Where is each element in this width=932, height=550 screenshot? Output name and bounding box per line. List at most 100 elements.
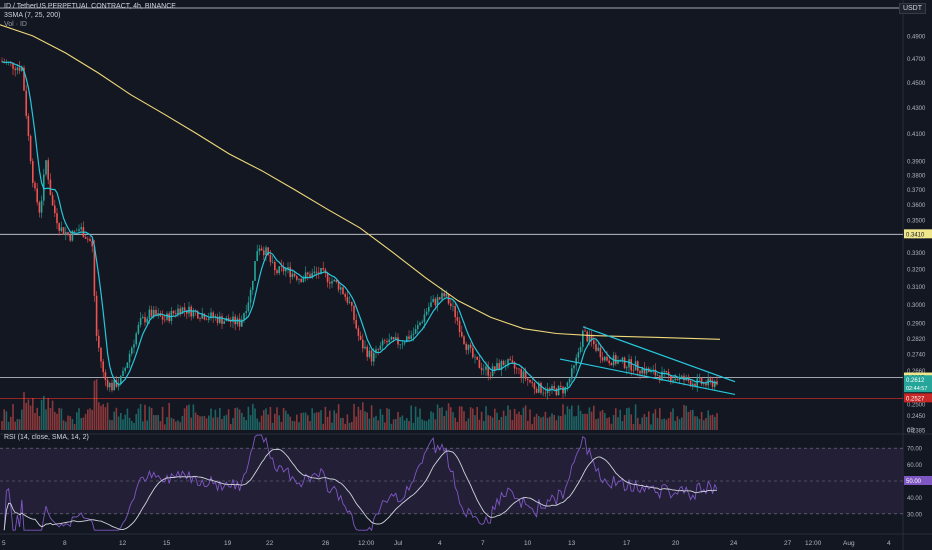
volume-bar [670,411,672,430]
volume-bar [694,416,696,430]
candle-body [529,379,531,383]
volume-bar [491,417,494,430]
candle-body [472,348,474,358]
volume-bar [212,417,214,430]
volume-bar [406,418,408,430]
volume-bar [527,420,529,430]
candle-body [58,223,60,231]
volume-bar [637,417,639,430]
volume-legend[interactable]: Vol · ID [4,21,27,28]
candle-body [593,340,595,345]
volume-bar [483,420,485,430]
candle-body [113,380,115,391]
volume-bar [199,416,201,430]
volume-bar [271,422,274,430]
volume-bar [626,408,628,430]
candle-body [344,294,346,297]
candle-body [177,308,179,315]
volume-bar [652,413,654,430]
rsi-tick-label: 70.00 [907,447,923,453]
candle-body [445,293,448,297]
price-tick-label: 0.2900 [907,321,926,327]
candle-body [560,385,562,387]
candle-body [375,349,377,353]
candle-body [621,357,624,360]
volume-bar [619,409,621,430]
volume-bar [47,398,49,430]
volume-bar [177,420,179,430]
volume-bar [133,422,135,430]
volume-bar [313,413,316,430]
candles-group [1,57,718,400]
volume-bar [342,417,344,430]
volume-bar [161,406,164,430]
volume-bar [513,408,516,430]
volume-bar [353,403,355,430]
volume-bar [333,410,335,430]
volume-bar [425,421,428,430]
candle-body [406,336,408,343]
candle-body [175,313,177,315]
volume-bar [599,411,602,430]
candle-body [150,309,153,317]
volume-bar [254,408,256,430]
candle-body [582,330,584,347]
volume-bar [480,411,483,430]
candle-body [421,321,423,323]
candle-body [412,333,415,336]
sma-legend[interactable]: 3SMA (7, 25, 200) [4,12,61,19]
volume-bar [461,406,463,430]
price-tick-label: 0.4100 [907,132,926,138]
volume-bar [69,416,71,430]
candle-body [390,337,393,340]
volume-bar [29,405,32,430]
volume-bar [689,410,692,430]
volume-bar [417,416,419,430]
rsi-value-tag-bg [904,476,932,485]
volume-bar [157,414,159,430]
volume-bar [238,409,241,430]
volume-bar [89,408,91,430]
candle-body [494,366,496,370]
candle-body [71,230,74,241]
volume-bar [267,414,269,430]
volume-bar [148,406,151,430]
candle-body [122,370,124,376]
volume-bar [408,421,410,430]
volume-bar [111,420,113,430]
candle-body [278,266,280,274]
volume-bar [434,419,437,430]
candle-body [320,268,322,274]
volume-bar [661,419,663,430]
candle-body [89,239,91,242]
volume-bar [274,413,276,430]
candle-body [705,382,707,386]
volume-bar [216,417,219,430]
candle-body [670,375,672,383]
volume-bar [76,412,78,430]
currency-label[interactable]: USDT [898,3,926,14]
candle-body [630,359,632,371]
volume-bar [186,405,188,430]
volume-bar [568,409,571,430]
volume-bar [307,415,309,430]
volume-bar [201,416,203,430]
volume-bar [265,408,267,430]
candle-body [56,213,58,224]
volume-bar [621,421,624,430]
volume-bar [478,419,481,430]
volume-bar [615,408,617,430]
candle-body [516,368,518,370]
volume-bar [258,421,261,430]
volume-bar [188,404,190,430]
candle-body [511,360,514,363]
candle-body [566,382,569,387]
candle-body [454,306,456,318]
candle-body [599,347,602,358]
candle-body [80,227,82,230]
volume-bar [73,423,76,430]
rsi-legend[interactable]: RSI (14, close, SMA, 14, 2) [4,434,89,441]
candle-body [555,388,558,395]
candle-body [120,375,122,384]
